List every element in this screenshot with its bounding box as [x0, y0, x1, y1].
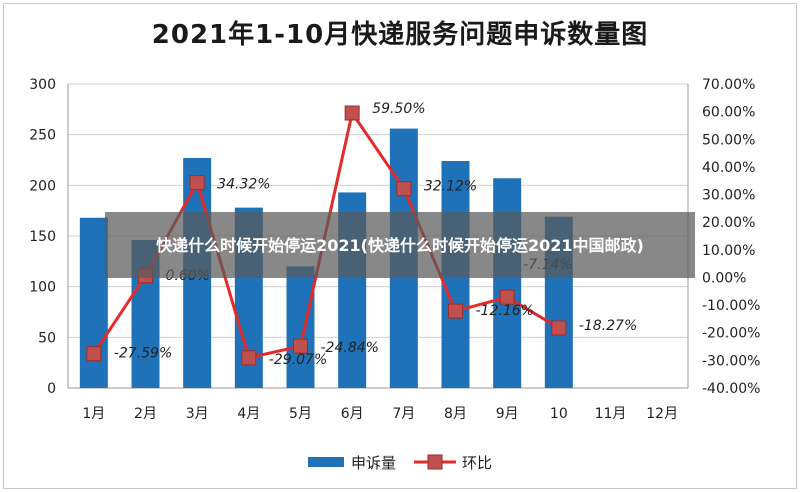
data-label: -29.07% [269, 352, 327, 368]
y-right-tick-label: 20.00% [702, 215, 755, 231]
legend-marker [427, 454, 443, 470]
data-label: -27.59% [114, 346, 172, 362]
y-left-tick-label: 150 [29, 229, 56, 245]
y-right-tick-label: 10.00% [702, 243, 755, 259]
line-marker [499, 289, 515, 305]
x-tick-label: 4月 [237, 406, 260, 422]
y-right-tick-label: 60.00% [702, 105, 755, 121]
x-tick-label: 9月 [496, 406, 519, 422]
data-label: 32.12% [424, 179, 477, 195]
x-tick-label: 6月 [341, 406, 364, 422]
legend-swatch-bar [308, 457, 344, 467]
y-right-tick-label: -20.00% [702, 326, 760, 342]
x-tick-label: 11月 [595, 406, 627, 422]
x-tick-label: 7月 [392, 406, 415, 422]
data-label: -24.84% [321, 340, 379, 356]
x-tick-label: 10 [550, 406, 568, 422]
y-left-tick-label: 50 [38, 330, 56, 346]
x-tick-label: 2月 [134, 406, 157, 422]
bar [79, 217, 108, 388]
line-marker [551, 320, 567, 336]
line-marker [293, 338, 308, 354]
x-tick-label: 1月 [82, 406, 105, 422]
y-left-tick-label: 300 [29, 77, 56, 93]
y-right-tick-label: -40.00% [702, 381, 760, 397]
line-marker [189, 175, 205, 191]
legend-label: 申诉量 [351, 454, 396, 472]
x-tick-label: 5月 [289, 406, 312, 422]
y-right-tick-label: 0.00% [702, 270, 746, 286]
data-label: -12.16% [476, 303, 534, 319]
data-label: 34.32% [217, 177, 270, 193]
data-label: 59.50% [372, 101, 425, 117]
legend-label: 环比 [462, 454, 492, 472]
y-left-tick-label: 200 [29, 178, 56, 194]
x-tick-label: 12月 [646, 406, 678, 422]
data-label: -18.27% [579, 318, 637, 334]
y-left-tick-label: 0 [47, 381, 56, 397]
line-marker [396, 181, 412, 197]
y-right-tick-label: 50.00% [702, 132, 755, 148]
y-right-tick-label: 30.00% [702, 188, 755, 204]
line-marker [344, 105, 360, 121]
y-right-tick-label: 70.00% [702, 77, 755, 93]
y-right-tick-label: -10.00% [702, 298, 760, 314]
line-marker [448, 303, 463, 319]
y-right-tick-label: -30.00% [702, 353, 760, 369]
x-tick-label: 8月 [444, 406, 467, 422]
line-marker [241, 350, 257, 366]
line-marker [86, 346, 102, 362]
chart-title: 2021年1-10月快递服务问题申诉数量图 [151, 20, 649, 50]
overlay-banner: 快递什么时候开始停运2021(快递什么时候开始停运2021中国邮政) [105, 212, 695, 278]
y-left-tick-label: 250 [29, 128, 56, 144]
overlay-text: 快递什么时候开始停运2021(快递什么时候开始停运2021中国邮政) [156, 235, 644, 255]
y-right-tick-label: 40.00% [702, 160, 755, 176]
x-tick-label: 3月 [186, 406, 209, 422]
y-left-tick-label: 100 [29, 280, 56, 296]
bar [286, 266, 315, 388]
bar [493, 178, 522, 388]
